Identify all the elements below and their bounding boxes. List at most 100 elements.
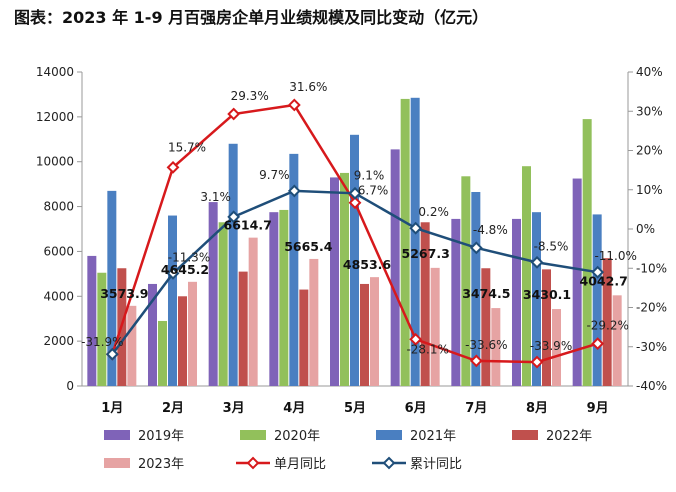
legend-label: 单月同比 [274,457,326,472]
monthly-yoy-label: 29.3% [231,89,269,103]
left-tick-label: 12000 [36,110,74,124]
bar-2020 [461,176,471,386]
monthly-yoy-label: -28.1% [406,342,448,356]
bar-2023 [370,277,379,386]
legend-marker [246,456,260,470]
x-category-label: 3月 [223,401,245,416]
bar-2020 [218,222,228,386]
bar-2021 [410,97,420,387]
bar-2021 [592,214,602,386]
bar-2022 [238,271,248,386]
bar-2019 [512,218,521,386]
bar-2020 [158,320,167,386]
value-label-2023: 5665.4 [284,239,333,254]
bar-2021 [228,143,238,386]
x-category-label: 7月 [465,401,487,416]
x-category-label: 8月 [526,401,548,416]
cumulative-yoy-label: 9.1% [354,168,385,182]
monthly-yoy-marker [591,337,605,351]
monthly-yoy-label: 31.6% [289,80,327,94]
bar-2021 [289,153,299,386]
monthly-yoy-label: -33.9% [530,339,572,353]
bar-2020 [522,166,531,386]
right-tick-label: 0% [636,222,655,236]
value-label-2023: 4645.2 [161,262,209,277]
bar-2022 [299,289,309,386]
right-tick-label: 10% [636,183,663,197]
chart-title: 图表：2023 年 1-9 月百强房企单月业绩规模及同比变动（亿元） [14,8,489,27]
x-category-label: 4月 [283,401,305,416]
right-tick-label: 40% [636,65,663,79]
bar-2023 [127,305,137,386]
right-tick-label: 30% [636,104,663,118]
right-tick-label: -20% [636,301,667,315]
cumulative-yoy-label: -31.9% [81,335,123,349]
right-tick-label: -40% [636,379,667,393]
bar-2023 [430,267,440,386]
cumulative-yoy-marker [105,347,119,361]
left-tick-label: 6000 [43,244,74,258]
legend-label: 2020年 [274,429,320,444]
bar-2023 [188,281,197,386]
monthly-yoy-label: 6.7% [358,184,389,198]
bar-2021 [168,215,177,386]
value-label-2023: 3474.5 [462,286,510,301]
bar-2019 [330,177,339,386]
bar-2021 [107,190,117,386]
bar-2023 [612,295,622,386]
bar-2022 [542,269,551,386]
monthly-yoy-marker [530,355,544,369]
bar-2022 [360,283,369,386]
x-category-label: 9月 [587,401,609,416]
legend-label: 2023年 [138,457,184,472]
monthly-yoy-marker [348,196,362,210]
bar-2022 [602,258,612,386]
legend-swatch [512,430,538,440]
x-category-label: 2月 [162,401,184,416]
bar-2022 [420,222,430,386]
bar-2019 [208,202,218,386]
cumulative-yoy-marker [227,210,241,224]
bar-2020 [340,172,349,386]
cumulative-yoy-marker [348,186,362,200]
bar-2019 [87,255,97,386]
right-tick-label: -30% [636,340,667,354]
value-label-2023: 6614.7 [224,218,272,233]
value-label-2023: 5267.3 [402,246,450,261]
cumulative-yoy-label: -11.3% [168,250,210,264]
bar-2023 [491,308,501,386]
bar-2020 [279,209,289,386]
cumulative-yoy-marker [409,221,423,235]
value-label-2023: 3430.1 [523,287,571,302]
cumulative-yoy-marker [287,184,301,198]
monthly-yoy-marker [287,98,301,112]
legend-swatch [376,430,402,440]
cumulative-yoy-label: -8.5% [534,239,569,253]
bar-2023 [248,237,258,386]
cumulative-yoy-marker [591,265,605,279]
monthly-yoy-label: -29.2% [586,319,628,333]
x-category-label: 1月 [101,401,123,416]
legend-label: 2022年 [546,429,592,444]
left-tick-label: 0 [66,379,74,393]
cumulative-yoy-label: 0.2% [418,205,449,219]
bar-2019 [269,212,279,386]
value-label-2023: 4853.6 [343,257,392,272]
bar-2019 [572,178,582,386]
bar-2020 [97,272,107,386]
monthly-yoy-marker [227,107,241,121]
cumulative-yoy-label: -11.0% [594,249,636,263]
value-label-2023: 3573.9 [100,286,148,301]
monthly-yoy-label: -33.6% [465,338,507,352]
right-tick-label: -10% [636,261,667,275]
monthly-yoy-label: 15.7% [168,140,206,154]
legend-label: 2021年 [410,429,456,444]
bar-2019 [451,218,461,386]
legend-label: 2019年 [138,429,184,444]
bar-2020 [582,119,592,386]
bar-2019 [390,149,400,386]
bar-2021 [350,134,359,386]
monthly-yoy-marker [469,354,483,368]
